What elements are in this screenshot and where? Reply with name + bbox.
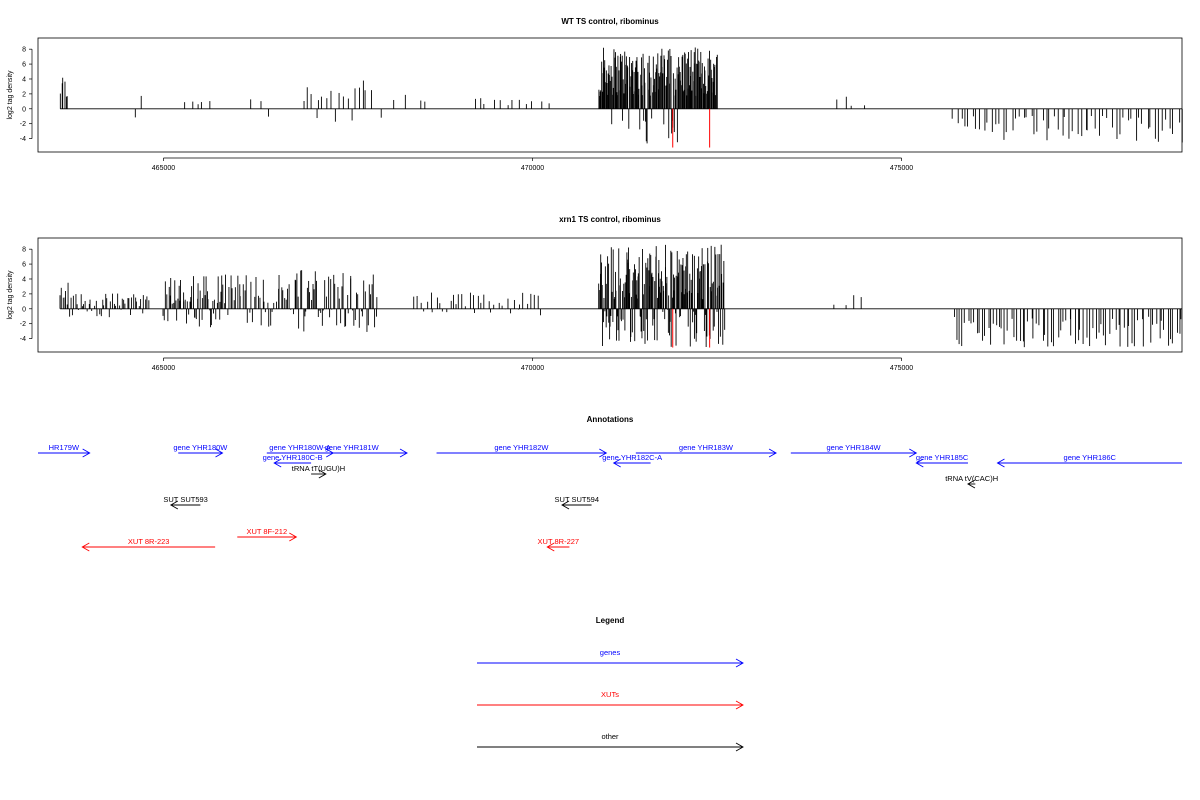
y-tick-label: 4 <box>22 76 26 83</box>
y-tick-label: 8 <box>22 47 26 54</box>
annotation-label: gene YHR185C <box>916 453 969 462</box>
arrow-head <box>996 458 1005 468</box>
wt-axes: -4 -2 0 2 4 6 8 465000 470000 475000 <box>20 47 914 172</box>
y-tick-label: 0 <box>22 306 26 313</box>
arrow-head <box>909 448 918 458</box>
arrow-head <box>273 458 282 468</box>
wt-panel-title: WT TS control, ribominus <box>561 17 659 26</box>
annotation-label: HR179W <box>49 443 80 452</box>
y-tick-label: 8 <box>22 247 26 254</box>
x-tick-label: 465000 <box>152 165 175 172</box>
arrow-head <box>81 542 90 552</box>
arrow-head <box>915 458 924 468</box>
arrow-head <box>967 479 976 489</box>
annotation-label: gene YHR180W <box>173 443 228 452</box>
annotation-label: tRNA tT(UGU)H <box>292 464 345 473</box>
arrow-head <box>612 458 621 468</box>
y-tick-label: -4 <box>20 136 26 143</box>
x-tick-label: 470000 <box>521 165 544 172</box>
y-tick-label: 2 <box>22 291 26 298</box>
annotation-label: gene YHR186C <box>1064 453 1117 462</box>
legend-entries: genes XUTs other <box>477 648 744 752</box>
arrow-head <box>599 448 608 458</box>
arrow-head <box>546 542 555 552</box>
arrow-head <box>735 742 744 752</box>
y-tick-label: 2 <box>22 91 26 98</box>
annotation-label: gene YHR182C-A <box>602 453 662 462</box>
arrow-head <box>289 532 298 542</box>
arrow-head <box>735 658 744 668</box>
x-tick-label: 470000 <box>521 365 544 372</box>
xrn1-plot-frame <box>37 237 1183 353</box>
x-tick-label: 475000 <box>890 365 913 372</box>
arrow-head <box>561 500 570 510</box>
wt-plot-frame <box>37 37 1183 153</box>
annotation-label: gene YHR181W <box>325 443 380 452</box>
y-tick-label: 0 <box>22 106 26 113</box>
annotation-label: SUT SUT593 <box>163 495 207 504</box>
xrn1-density-panel: xrn1 TS control, ribominus log2 tag dens… <box>7 215 1183 372</box>
legend-label: genes <box>600 648 621 657</box>
xrn1-y-axis-label: log2 tag density <box>7 270 14 320</box>
y-tick-label: 6 <box>22 62 26 69</box>
legend-label: other <box>601 732 619 741</box>
x-tick-label: 465000 <box>152 365 175 372</box>
annotation-label: gene YHR184W <box>827 443 882 452</box>
annotations-track: Annotations HR179W gene YHR180W gene YHR18… <box>38 415 1182 552</box>
y-tick-label: -4 <box>20 336 26 343</box>
annotation-label: XUT 8R-223 <box>128 537 170 546</box>
annotation-label: XUT 8F-212 <box>246 527 287 536</box>
annotation-label: tRNA tV(CAC)H <box>945 474 998 483</box>
y-tick-label: -2 <box>20 321 26 328</box>
xrn1-bars <box>59 244 1182 348</box>
y-tick-label: -2 <box>20 121 26 128</box>
legend-title: Legend <box>596 616 625 625</box>
arrow-head <box>169 500 179 510</box>
annotation-label: XUT 8R-227 <box>538 537 580 546</box>
annotation-label: gene YHR182W <box>494 443 549 452</box>
arrow-head <box>768 448 777 458</box>
annotations-title: Annotations <box>587 415 634 424</box>
x-tick-label: 475000 <box>890 165 913 172</box>
wt-density-panel: WT TS control, ribominus log2 tag densit… <box>7 17 1183 172</box>
arrow-head <box>399 448 408 458</box>
arrow-head <box>215 448 224 458</box>
y-tick-label: 6 <box>22 262 26 269</box>
annotation-label: gene YHR180W-A <box>269 443 330 452</box>
legend-label: XUTs <box>601 690 619 699</box>
arrow-head <box>318 469 327 479</box>
legend: Legend genes XUTs other <box>477 616 744 752</box>
wt-y-axis-label: log2 tag density <box>7 70 14 120</box>
xrn1-axes: -4 -2 0 2 4 6 8 465000 470000 475000 <box>20 247 914 372</box>
arrow-head <box>82 448 91 458</box>
wt-bars <box>59 47 1183 148</box>
annotation-label: SUT SUT594 <box>555 495 599 504</box>
annotation-label: gene YHR183W <box>679 443 734 452</box>
annotation-label: gene YHR180C-B <box>263 453 323 462</box>
arrow-head <box>735 700 744 710</box>
y-tick-label: 4 <box>22 276 26 283</box>
xrn1-panel-title: xrn1 TS control, ribominus <box>559 215 661 224</box>
